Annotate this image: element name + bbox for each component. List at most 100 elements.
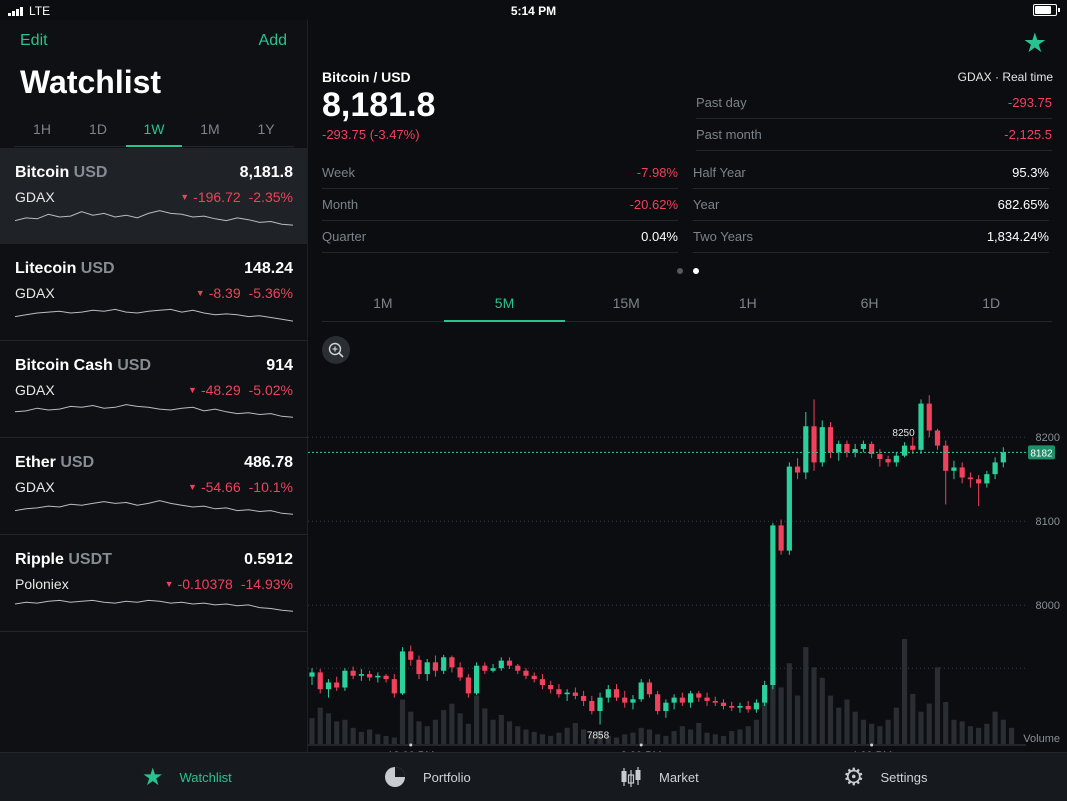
volume-bar xyxy=(539,734,546,744)
volume-bar xyxy=(515,726,521,744)
candle xyxy=(655,690,661,715)
watchlist-title: Watchlist xyxy=(20,64,162,100)
price-change: -293.75 (-3.47%) xyxy=(322,127,420,142)
volume-bar xyxy=(943,702,949,744)
volume-bar xyxy=(605,735,611,744)
volume-bar xyxy=(317,707,323,744)
candle-body xyxy=(819,427,825,463)
candle xyxy=(893,452,899,467)
down-triangle-icon: ▼ xyxy=(180,192,190,202)
range-tab-1m[interactable]: 1M xyxy=(200,121,220,137)
perf-value: -20.62% xyxy=(629,197,678,212)
candle-body xyxy=(523,670,529,676)
candle-body xyxy=(597,697,603,712)
candle xyxy=(877,448,883,467)
volume-bar xyxy=(770,679,776,744)
star-icon: ★ xyxy=(142,763,164,791)
volume-bar xyxy=(523,729,529,744)
volume-bar xyxy=(358,731,364,744)
change-amount: -48.29 xyxy=(200,382,241,398)
candle-body xyxy=(679,697,685,703)
x-tick-mark xyxy=(639,743,643,747)
candle-body xyxy=(424,662,430,675)
page-indicator[interactable] xyxy=(677,268,699,274)
timeframe-tab-1m[interactable]: 1M xyxy=(373,295,393,311)
range-tab-1h[interactable]: 1H xyxy=(33,121,51,137)
candle-body xyxy=(671,697,677,703)
candle-body xyxy=(696,693,702,698)
candle xyxy=(399,647,406,696)
sparkline xyxy=(15,210,293,226)
perf-label: Week xyxy=(322,165,355,180)
volume-bar xyxy=(827,695,834,744)
candle-body xyxy=(811,426,817,463)
candle xyxy=(836,440,842,461)
candle-body xyxy=(391,679,397,694)
candle-body xyxy=(869,443,875,454)
watchlist-item[interactable]: Bitcoin USD 8,181.8 GDAX ▼ -196.72 -2.35% xyxy=(0,148,307,244)
watchlist-item[interactable]: Bitcoin Cash USD 914 GDAX ▼ -48.29 -5.02% xyxy=(0,341,307,438)
candle xyxy=(885,455,891,467)
tab-portfolio[interactable]: Portfolio xyxy=(383,753,471,801)
tab-market[interactable]: Market xyxy=(619,753,699,801)
volume-bar xyxy=(910,693,916,744)
timeframe-tab-1h[interactable]: 1H xyxy=(738,295,757,311)
timeframe-tab-1d[interactable]: 1D xyxy=(982,295,1001,311)
x-tick-label: 4:00 PM xyxy=(851,750,892,752)
favorite-star-icon[interactable]: ★ xyxy=(1022,28,1047,58)
candle xyxy=(737,702,743,713)
volume-bar xyxy=(424,726,430,744)
current-price: 8,181.8 xyxy=(322,86,436,124)
zoom-button[interactable] xyxy=(322,336,350,364)
candle xyxy=(367,670,373,681)
watchlist-item[interactable]: Litecoin USD 148.24 GDAX ▼ -8.39 -5.36% xyxy=(0,244,307,341)
candle-body xyxy=(934,430,941,446)
volume-bar xyxy=(803,647,809,744)
volume-bar xyxy=(506,721,513,744)
candle-body xyxy=(910,445,916,450)
exchange-name: GDAX xyxy=(15,479,55,495)
coin-price: 0.5912 xyxy=(244,551,293,568)
candle-body xyxy=(770,525,776,685)
x-tick-mark xyxy=(409,743,413,747)
volume-bar xyxy=(334,721,340,744)
change-percent: -14.93% xyxy=(240,576,293,592)
candle xyxy=(539,674,546,690)
y-tick-label: 8000 xyxy=(1036,600,1060,612)
volume-bar xyxy=(556,732,562,744)
timeframe-tab-5m[interactable]: 5M xyxy=(443,288,566,322)
candle-body xyxy=(449,657,455,668)
change-amount: -8.39 xyxy=(208,285,241,301)
range-tab-1y[interactable]: 1Y xyxy=(257,121,275,137)
page-dot[interactable] xyxy=(677,268,683,274)
candlestick-chart[interactable]: 8000 8100 8200 8182 8250 7858 Volume 12:00 PM 2:… xyxy=(308,360,1067,752)
candle xyxy=(860,440,867,453)
edit-button[interactable]: Edit xyxy=(20,32,48,49)
watchlist-item[interactable]: Ether USD 486.78 GDAX ▼ -54.66 -10.1% xyxy=(0,438,307,535)
timeframe-tab-6h[interactable]: 6H xyxy=(860,295,879,311)
timeframe-tabs: 1M 5M 15M 1H 6H 1D xyxy=(322,288,1052,322)
candle-body xyxy=(984,474,990,484)
volume-bar xyxy=(918,711,924,744)
tab-settings[interactable]: ⚙ Settings xyxy=(843,753,928,801)
volume-bar xyxy=(860,719,867,744)
volume-bar xyxy=(778,687,784,744)
range-tab-1d[interactable]: 1D xyxy=(89,121,107,137)
candle-body xyxy=(408,651,414,660)
candle xyxy=(852,443,858,458)
tab-label: Settings xyxy=(880,769,928,785)
candle xyxy=(498,657,504,671)
volume-bar xyxy=(836,707,842,744)
sparkline-path xyxy=(15,599,293,612)
change-amount: -54.66 xyxy=(200,479,241,495)
timeframe-tab-15m[interactable]: 15M xyxy=(612,295,640,311)
range-tab-1w[interactable]: 1W xyxy=(126,116,182,147)
tab-watchlist[interactable]: ★ Watchlist xyxy=(142,753,232,801)
watchlist-item[interactable]: Ripple USDT 0.5912 Poloniex ▼ -0.10378 -14.93… xyxy=(0,535,307,632)
coin-change: ▼ -8.39 -5.36% xyxy=(196,285,293,301)
perf-value: 95.3% xyxy=(1012,165,1049,180)
page-dot-active[interactable] xyxy=(693,268,699,274)
candle-body xyxy=(342,670,348,688)
candle-body xyxy=(334,682,340,688)
add-button[interactable]: Add xyxy=(258,32,287,49)
